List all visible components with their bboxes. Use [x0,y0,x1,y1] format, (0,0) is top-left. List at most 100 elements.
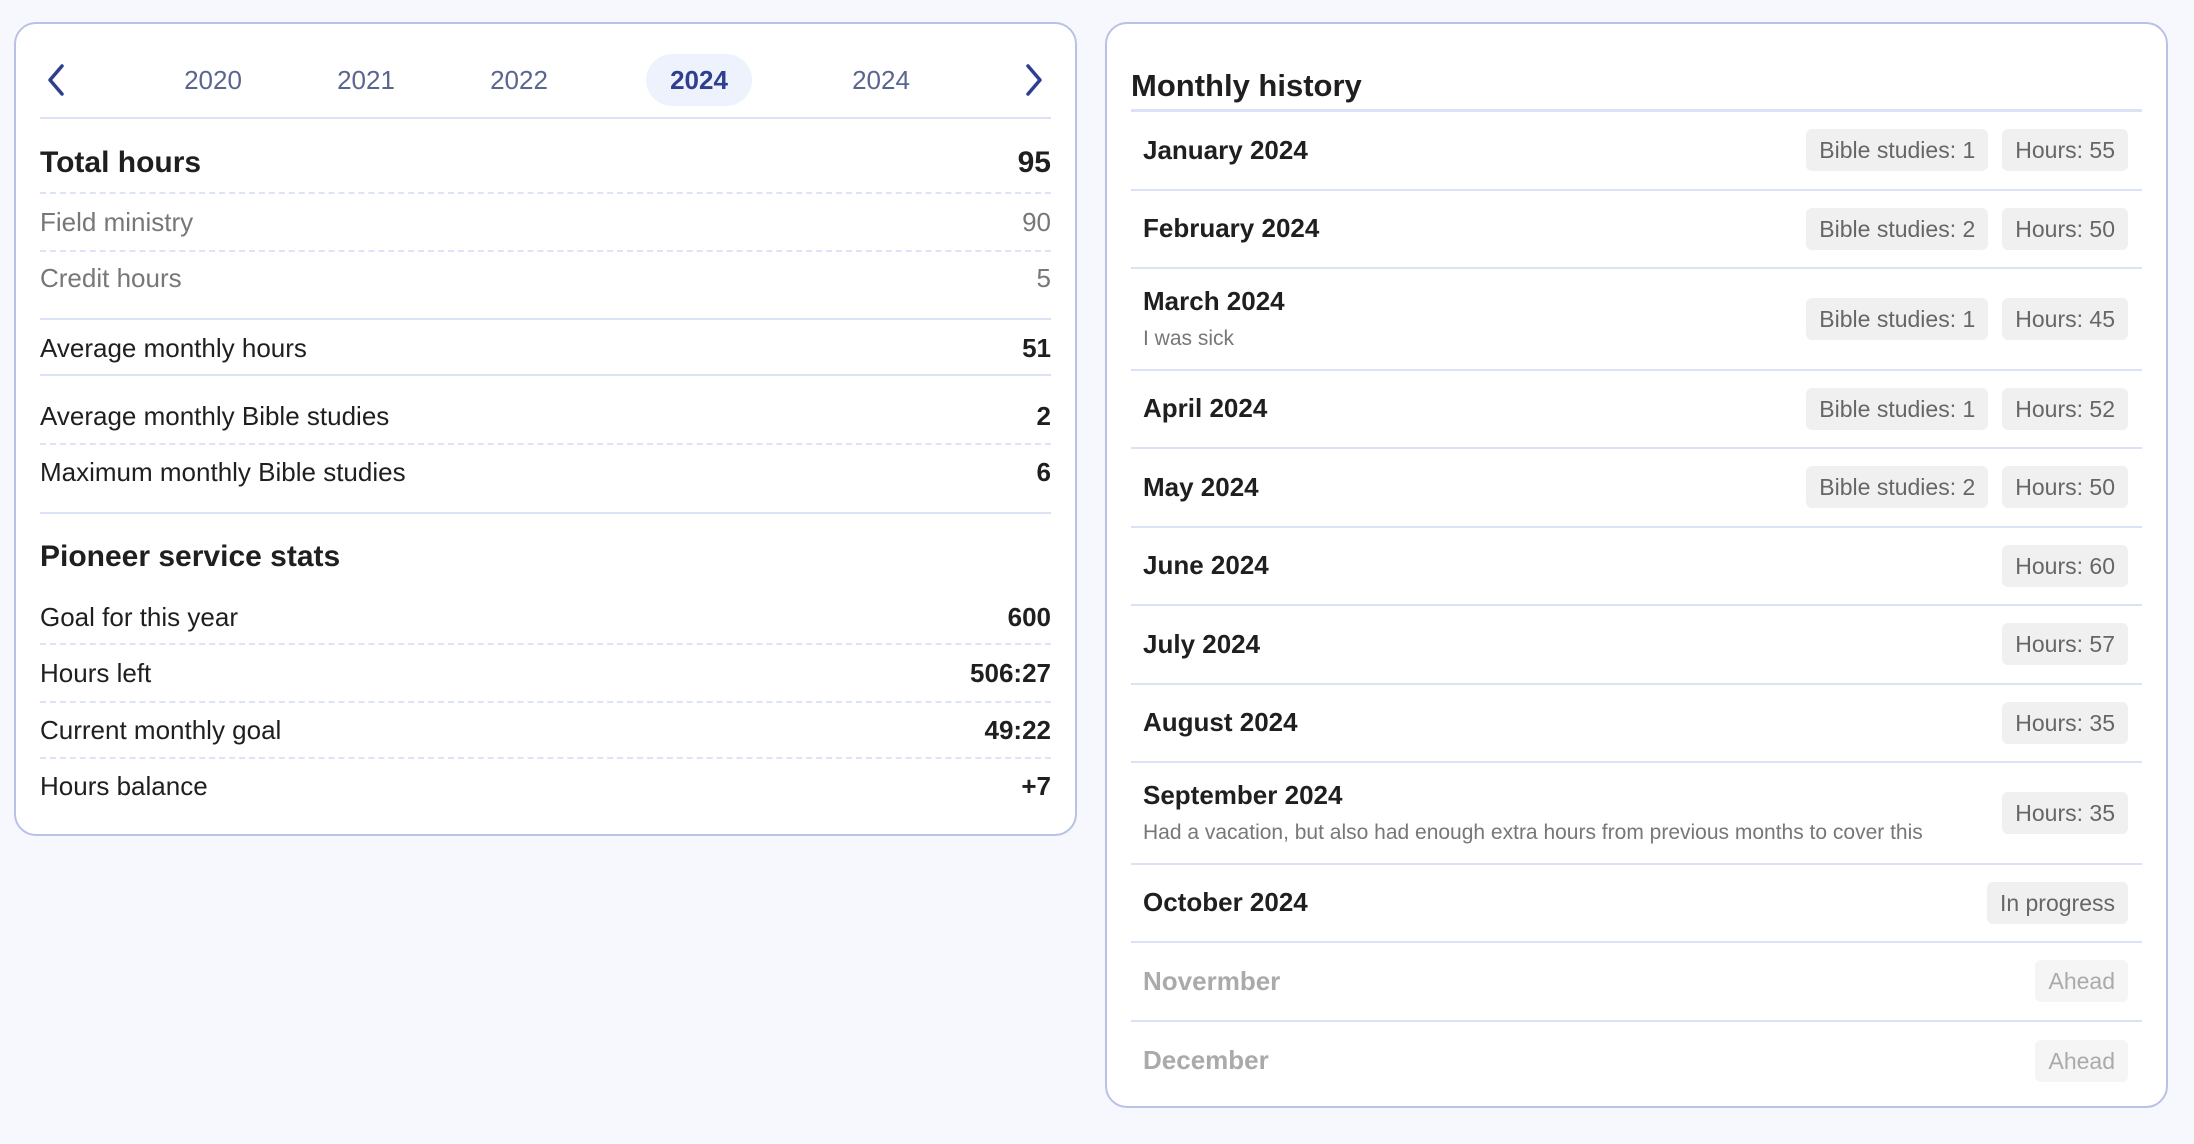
month-badges: Ahead [2035,960,2128,1003]
current-monthly-goal-row: Current monthly goal 49:22 [40,710,1051,750]
month-badge: Bible studies: 1 [1806,129,1989,172]
divider [40,250,1051,252]
month-badge: Hours: 45 [2002,297,2128,340]
chevron-left-icon [48,64,64,96]
month-row[interactable]: January 2024 Bible studies: 1 Hours: 55 [1131,112,2142,191]
month-info: October 2024 [1143,887,1308,918]
label: Goal for this year [40,601,238,632]
month-row[interactable]: October 2024 In progress [1131,865,2142,943]
month-badges: Ahead [2035,1039,2128,1082]
max-bible-studies-row: Maximum monthly Bible studies 6 [40,452,1051,492]
label: Hours left [40,657,152,688]
month-note: I was sick [1143,327,1235,351]
monthly-history-list: January 2024 Bible studies: 1 Hours: 55 Feb… [1131,112,2142,1100]
month-info: January 2024 [1143,135,1308,166]
month-badges: Bible studies: 2 Hours: 50 [1806,207,2128,250]
month-badges: In progress [1986,881,2128,924]
year-tab[interactable]: 2020 [184,65,242,95]
label: Field ministry [40,206,194,237]
value: 51 [1022,332,1051,363]
month-name: April 2024 [1143,393,1268,424]
goal-row: Goal for this year 600 [40,597,1051,637]
total-hours-row: Total hours 95 [40,143,1051,183]
month-row[interactable]: April 2024 Bible studies: 1 Hours: 52 [1131,371,2142,449]
divider [1131,109,2142,112]
month-badges: Hours: 57 [2002,623,2128,666]
value: +7 [1021,770,1051,801]
label: Current monthly goal [40,714,282,745]
hours-balance-row: Hours balance +7 [40,766,1051,806]
month-row[interactable]: May 2024 Bible studies: 2 Hours: 50 [1131,449,2142,528]
divider [40,117,1051,119]
month-name: June 2024 [1143,550,1269,581]
month-row[interactable]: June 2024 Hours: 60 [1131,528,2142,606]
month-badges: Hours: 35 [2002,791,2128,834]
month-badges: Bible studies: 1 Hours: 52 [1806,387,2128,430]
month-note: Had a vacation, but also had enough extr… [1143,821,1923,845]
month-badge: Bible studies: 1 [1806,387,1989,430]
month-info: June 2024 [1143,550,1269,581]
credit-hours-row: Credit hours 5 [40,258,1051,298]
divider [40,757,1051,759]
month-row[interactable]: August 2024 Hours: 35 [1131,685,2142,763]
month-info: April 2024 [1143,393,1267,424]
value: 5 [1036,262,1051,293]
month-badges: Hours: 60 [2002,544,2128,587]
value: 6 [1036,456,1051,487]
month-name: March 2024 [1143,286,1285,317]
month-name: August 2024 [1143,707,1298,738]
month-badges: Hours: 35 [2002,701,2128,744]
label: Hours balance [40,770,208,801]
month-row[interactable]: December Ahead [1131,1022,2142,1101]
month-name: January 2024 [1143,134,1308,165]
month-row[interactable]: September 2024 Had a vacation, but also h… [1131,763,2142,865]
value: 49:22 [984,714,1052,745]
year-tab[interactable]: 2024 [852,65,910,95]
month-row[interactable]: July 2024 Hours: 57 [1131,606,2142,685]
month-badges: Bible studies: 1 Hours: 45 [1806,297,2128,340]
chevron-right-icon [1026,64,1042,96]
month-name: July 2024 [1143,628,1261,659]
month-badges: Bible studies: 1 Hours: 55 [1806,129,2128,172]
hours-left-row: Hours left 506:27 [40,653,1051,693]
month-row[interactable]: March 2024 I was sick Bible studies: 1 Hour… [1131,269,2142,371]
month-badge: Hours: 57 [2002,623,2128,666]
month-badge: Hours: 35 [2002,701,2128,744]
month-row[interactable]: February 2024 Bible studies: 2 Hours: 50 [1131,191,2142,269]
month-info: August 2024 [1143,707,1298,738]
month-badge: Hours: 55 [2002,129,2128,172]
avg-bible-studies-row: Average monthly Bible studies 2 [40,396,1051,436]
month-badge: Hours: 35 [2002,791,2128,834]
divider [40,701,1051,703]
month-name: September 2024 [1143,780,1343,811]
year-tab[interactable]: 2022 [490,65,548,95]
month-name: December [1143,1045,1269,1076]
field-ministry-row: Field ministry 90 [40,202,1051,242]
year-tab-active[interactable]: 2024 [646,54,752,106]
month-name: May 2024 [1143,471,1259,502]
value: 95 [1017,146,1051,179]
label: Average monthly hours [40,332,307,363]
month-name: February 2024 [1143,213,1320,244]
year-tab[interactable]: 2021 [337,65,395,95]
month-row[interactable]: Novermber Ahead [1131,943,2142,1022]
divider [40,318,1051,320]
divider [40,374,1051,376]
month-badge: Ahead [2035,1039,2128,1082]
label: Total hours [40,146,202,179]
month-badge: Bible studies: 2 [1806,207,1989,250]
divider [40,443,1051,445]
divider [40,192,1051,194]
month-info: July 2024 [1143,629,1260,660]
prev-year-button[interactable] [38,58,78,102]
stats-panel: 2020 2021 2022 2024 2024 Total hours 95 F… [14,22,1077,836]
label: Average monthly Bible studies [40,400,390,431]
month-badge: Hours: 50 [2002,207,2128,250]
month-badges: Bible studies: 2 Hours: 50 [1806,466,2128,509]
value: 506:27 [970,657,1051,688]
month-badge: Ahead [2035,960,2128,1003]
month-info: December [1143,1045,1269,1076]
month-badge: Hours: 52 [2002,387,2128,430]
monthly-history-panel: Monthly history January 2024 Bible studie… [1105,22,2168,1108]
next-year-button[interactable] [1012,58,1052,102]
